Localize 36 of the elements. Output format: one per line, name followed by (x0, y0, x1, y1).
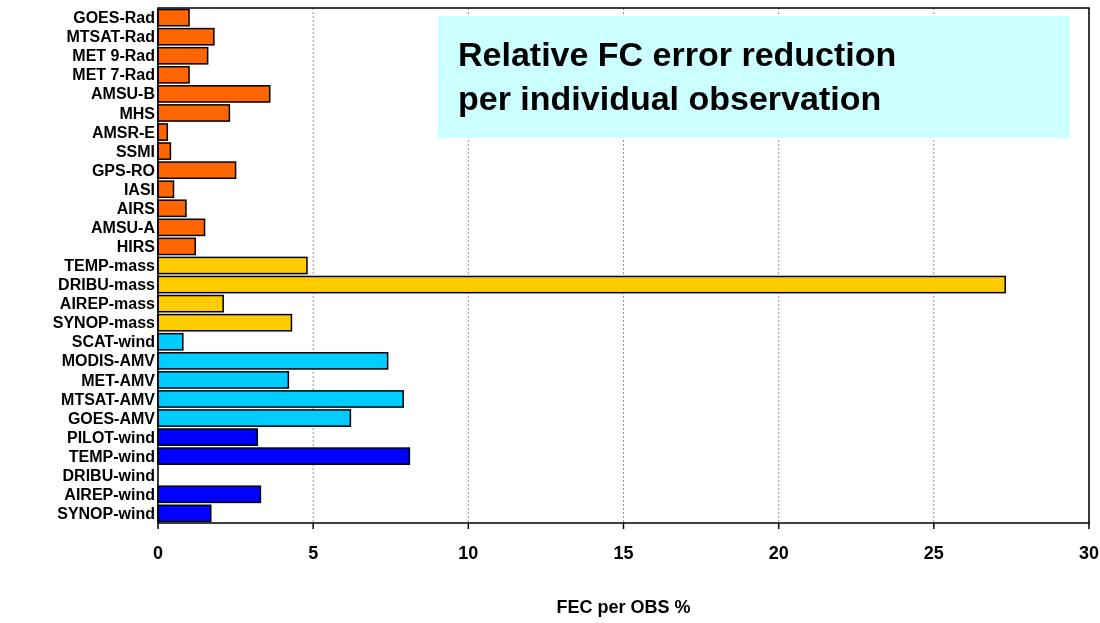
y-tick-label: DRIBU-wind (62, 466, 155, 484)
y-tick-label: AMSU-A (91, 218, 156, 236)
y-tick-label: AMSR-E (91, 123, 156, 141)
y-tick-label: IASI (123, 180, 155, 198)
y-tick-label: DRIBU-mass (58, 276, 156, 294)
y-tick-label: MTSAT-Rad (66, 28, 155, 46)
y-tick-label: MHS (119, 104, 156, 122)
x-tick-label: 20 (768, 543, 789, 563)
y-tick-label: AIREP-wind (64, 485, 155, 503)
x-tick-label: 10 (458, 543, 479, 563)
y-tick-label: SYNOP-wind (57, 504, 155, 522)
y-tick-label: MTSAT-AMV (61, 390, 156, 408)
y-tick-label: SCAT-wind (71, 333, 155, 351)
y-tick-label: SYNOP-mass (52, 314, 156, 332)
y-tick-label: GPS-RO (91, 161, 155, 179)
y-tick-label: TEMP-wind (68, 447, 155, 465)
y-tick-label: PILOT-wind (67, 428, 155, 446)
x-axis-title: FEC per OBS % (556, 597, 691, 617)
y-tick-label: GOES-AMV (67, 409, 156, 427)
y-tick-label: GOES-Rad (73, 9, 155, 27)
y-tick-label: MET 9-Rad (72, 47, 155, 65)
text: Relative FC error reduction per individual observation (458, 35, 897, 117)
x-tick-label: 25 (923, 543, 944, 563)
x-tick-label: 0 (152, 543, 164, 563)
x-tick-label: 5 (308, 543, 319, 563)
y-tick-label: MET-AMV (81, 371, 156, 389)
y-tick-label: MET 7-Rad (72, 66, 155, 84)
x-tick-label: 15 (613, 543, 634, 563)
y-tick-label: MODIS-AMV (61, 352, 156, 370)
y-tick-label: AMSU-B (91, 85, 155, 103)
x-tick-label: 30 (1078, 543, 1100, 563)
y-tick-label: AIREP-mass (59, 295, 156, 313)
y-tick-label: TEMP-mass (64, 257, 156, 275)
y-tick-label: HIRS (116, 238, 156, 256)
y-tick-label: SSMI (115, 142, 155, 160)
y-tick-label: AIRS (116, 199, 156, 217)
